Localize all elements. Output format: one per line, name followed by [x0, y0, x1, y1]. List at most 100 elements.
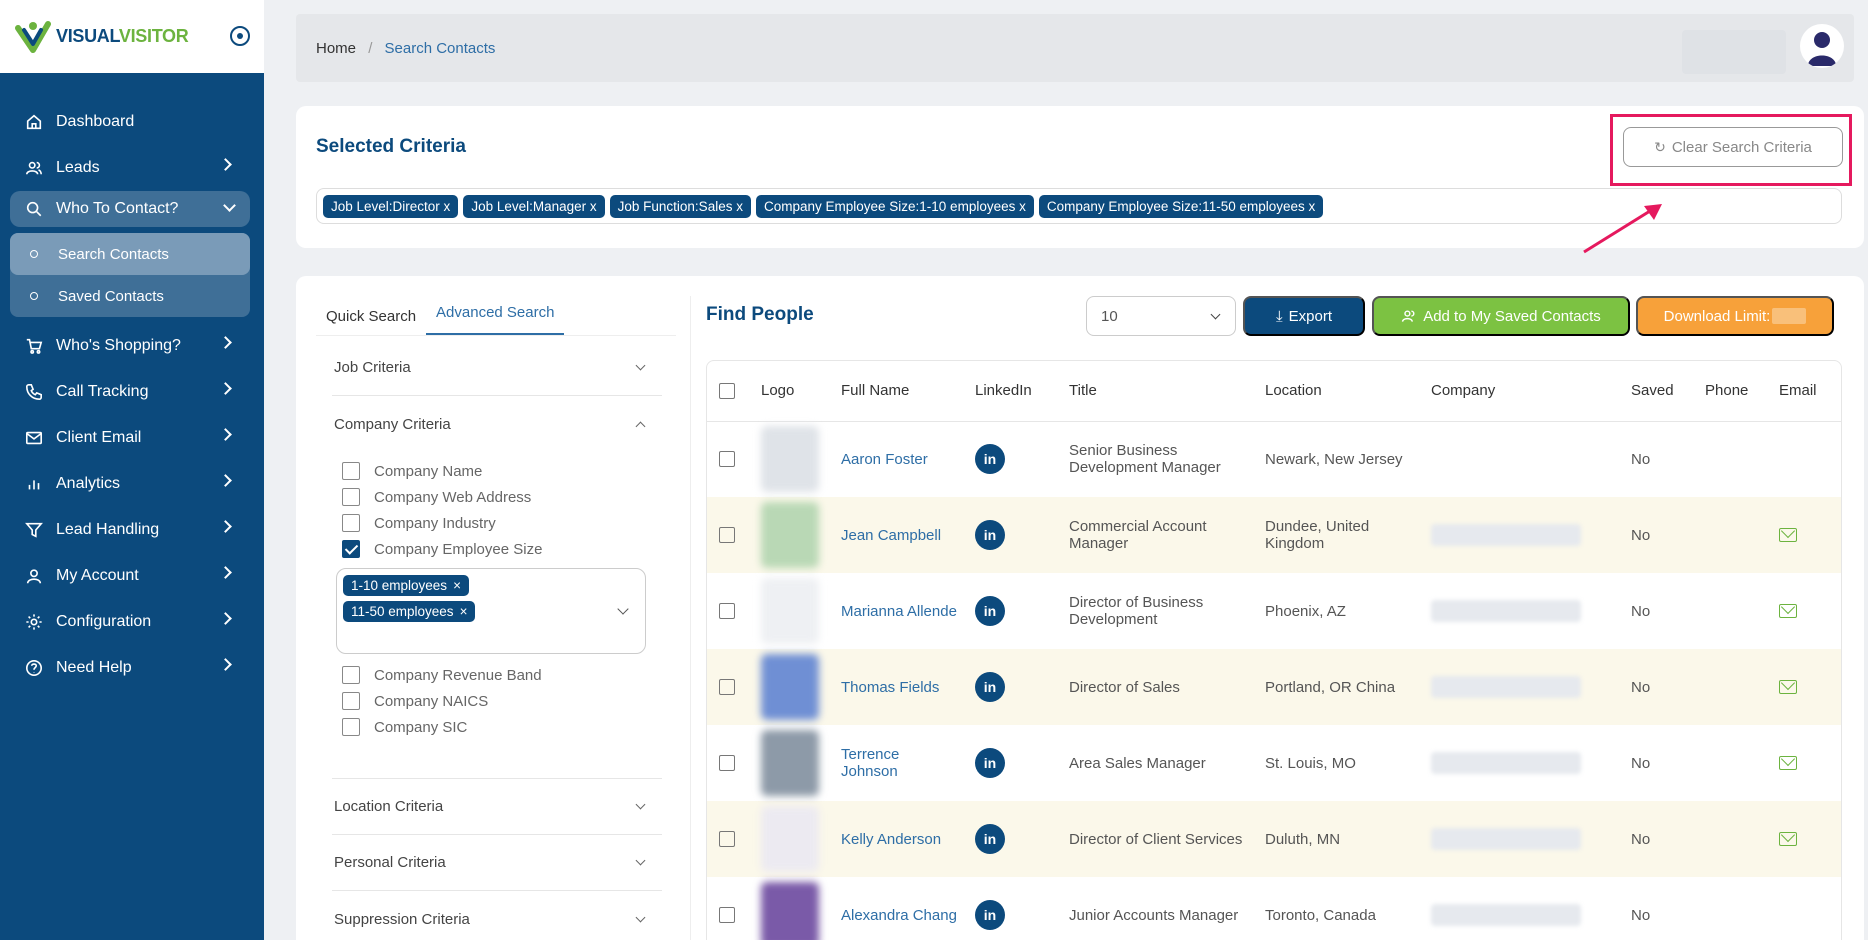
linkedin-icon[interactable]: in	[975, 444, 1005, 475]
size-chip[interactable]: 11-50 employees ×	[343, 601, 476, 622]
full-name-link[interactable]: Kelly Anderson	[833, 801, 967, 877]
linkedin-icon[interactable]: in	[975, 520, 1005, 550]
email-icon[interactable]	[1779, 604, 1797, 618]
sidebar-item-analytics[interactable]: Analytics	[0, 461, 264, 507]
column-header[interactable]: Full Name	[833, 361, 967, 422]
row-select-cell	[707, 421, 753, 497]
checkbox-checked[interactable]	[342, 540, 360, 558]
download-limit-button[interactable]: Download Limit:	[1636, 296, 1834, 336]
full-name-link[interactable]: Jean Campbell	[833, 497, 967, 573]
full-name-link[interactable]: Alexandra Chang	[841, 906, 957, 924]
option-company-employee-size[interactable]: Company Employee Size	[332, 536, 662, 562]
checkbox[interactable]	[342, 514, 360, 532]
column-header[interactable]: Company	[1423, 361, 1623, 422]
row-checkbox[interactable]	[719, 527, 735, 543]
sidebar-item-client-email[interactable]: Client Email	[0, 415, 264, 461]
checkbox[interactable]	[342, 718, 360, 736]
sidebar-item-call-tracking[interactable]: Call Tracking	[0, 369, 264, 415]
option-company-name[interactable]: Company Name	[332, 458, 662, 484]
column-header[interactable]: Title	[1061, 361, 1257, 422]
email-icon[interactable]	[1779, 528, 1797, 542]
table-row[interactable]: Marianna Allende in Director of Business D…	[707, 573, 1841, 649]
sidebar-item-who-to-contact[interactable]: Who To Contact?	[10, 191, 250, 227]
checkbox[interactable]	[342, 488, 360, 506]
employee-size-multiselect[interactable]: 1-10 employees × 11-50 employees ×	[336, 568, 646, 654]
row-checkbox[interactable]	[719, 755, 735, 771]
full-name-link[interactable]: Terrence Johnson	[841, 746, 900, 780]
sidebar-item-dashboard[interactable]: Dashboard	[0, 99, 264, 145]
select-all-checkbox[interactable]	[719, 382, 735, 399]
email-icon[interactable]	[1779, 680, 1797, 694]
close-icon[interactable]: ×	[453, 578, 461, 593]
table-row[interactable]: Kelly Anderson in Director of Client Servi…	[707, 801, 1841, 877]
table-row[interactable]: Thomas Fields in Director of Sales Portland…	[707, 649, 1841, 725]
chevron-down-icon[interactable]	[617, 603, 629, 615]
company-name-blurred[interactable]	[1431, 600, 1581, 622]
avatar[interactable]	[1800, 24, 1844, 68]
company-name-blurred[interactable]	[1431, 752, 1581, 774]
linkedin-icon[interactable]: in	[975, 748, 1005, 778]
full-name-link[interactable]: Marianna Allende	[841, 602, 957, 620]
accordion-header-job-criteria[interactable]: Job Criteria	[332, 340, 662, 396]
company-name-blurred[interactable]	[1431, 904, 1581, 926]
close-icon[interactable]: ×	[459, 604, 468, 619]
sidebar-item-my-account[interactable]: My Account	[0, 553, 264, 599]
criteria-chip[interactable]: Job Function:Sales x	[609, 194, 751, 218]
sidebar-item-leads[interactable]: Leads	[0, 145, 264, 191]
criteria-chip[interactable]: Job Level:Manager x	[463, 194, 605, 218]
linkedin-icon[interactable]: in	[975, 596, 1005, 626]
company-name-blurred[interactable]	[1431, 828, 1581, 850]
export-button[interactable]: ⤓ Export	[1243, 296, 1365, 336]
row-checkbox[interactable]	[719, 831, 735, 847]
sidebar-toggle-icon[interactable]	[230, 26, 250, 46]
row-checkbox[interactable]	[719, 451, 735, 468]
sidebar-item-whos-shopping[interactable]: Who's Shopping?	[0, 323, 264, 369]
table-row[interactable]: Aaron Foster in Senior Business Developmen…	[707, 421, 1841, 497]
criteria-chip[interactable]: Company Employee Size:11-50 employees x	[1038, 194, 1324, 218]
sidebar-subitem-saved-contacts[interactable]: Saved Contacts	[10, 275, 250, 317]
row-checkbox[interactable]	[719, 603, 735, 619]
column-header[interactable]: Location	[1257, 361, 1423, 422]
clear-search-criteria-button[interactable]: ↻ Clear Search Criteria	[1623, 127, 1843, 167]
option-company-sic[interactable]: Company SIC	[332, 714, 662, 740]
accordion-header-company-criteria[interactable]: Company Criteria	[332, 396, 662, 452]
option-company-industry[interactable]: Company Industry	[332, 510, 662, 536]
sidebar-item-lead-handling[interactable]: Lead Handling	[0, 507, 264, 553]
sidebar-item-configuration[interactable]: Configuration	[0, 599, 264, 645]
page-size-select[interactable]: 10	[1086, 296, 1236, 336]
email-cell	[1771, 801, 1841, 877]
company-name-blurred[interactable]	[1431, 524, 1581, 546]
tab-quick-search[interactable]: Quick Search	[326, 308, 417, 325]
linkedin-icon[interactable]: in	[975, 824, 1005, 854]
email-icon[interactable]	[1779, 756, 1797, 770]
linkedin-icon[interactable]: in	[975, 900, 1005, 930]
criteria-chip[interactable]: Job Level:Director x	[323, 194, 459, 218]
accordion-header-suppression-criteria[interactable]: Suppression Criteria	[332, 892, 662, 940]
size-chip[interactable]: 1-10 employees ×	[343, 575, 469, 596]
full-name-link[interactable]: Aaron Foster	[841, 450, 928, 468]
row-checkbox[interactable]	[719, 907, 735, 923]
email-icon[interactable]	[1779, 832, 1797, 846]
option-company-revenue-band[interactable]: Company Revenue Band	[332, 662, 662, 688]
accordion-header-personal-criteria[interactable]: Personal Criteria	[332, 835, 662, 891]
sidebar-subitem-search-contacts[interactable]: Search Contacts	[10, 233, 250, 275]
linkedin-icon[interactable]: in	[975, 672, 1005, 702]
user-name-blurred[interactable]	[1682, 30, 1786, 74]
accordion-header-location-criteria[interactable]: Location Criteria	[332, 779, 662, 835]
full-name-link[interactable]: Thomas Fields	[833, 649, 967, 725]
option-company-naics[interactable]: Company NAICS	[332, 688, 662, 714]
table-row[interactable]: Jean Campbell in Commercial Account Manage…	[707, 497, 1841, 573]
checkbox[interactable]	[342, 692, 360, 710]
row-checkbox[interactable]	[719, 679, 735, 695]
company-name-blurred[interactable]	[1431, 676, 1581, 698]
breadcrumb-home[interactable]: Home	[316, 39, 357, 57]
option-company-web-address[interactable]: Company Web Address	[332, 484, 662, 510]
add-to-saved-contacts-button[interactable]: Add to My Saved Contacts	[1372, 296, 1630, 336]
checkbox[interactable]	[342, 666, 360, 684]
tab-advanced-search[interactable]: Advanced Search	[426, 304, 565, 335]
sidebar-item-need-help[interactable]: Need Help	[0, 645, 264, 691]
table-row[interactable]: Terrence Johnson in Area Sales Manager St. …	[707, 725, 1841, 801]
checkbox[interactable]	[342, 462, 360, 480]
table-row[interactable]: Alexandra Chang in Junior Accounts Manager…	[707, 877, 1841, 940]
criteria-chip[interactable]: Company Employee Size:1-10 employees x	[755, 194, 1034, 218]
